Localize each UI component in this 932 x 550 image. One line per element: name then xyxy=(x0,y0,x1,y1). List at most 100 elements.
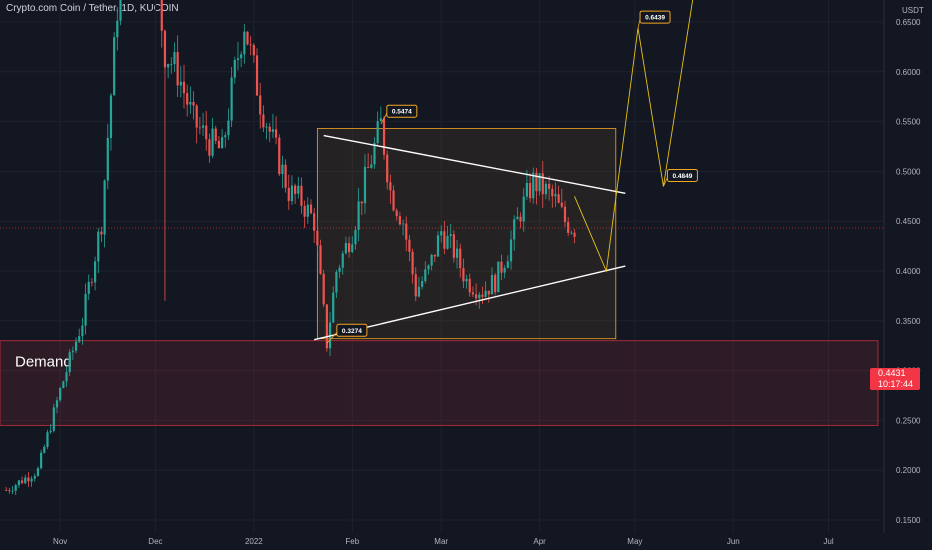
candle-body xyxy=(65,372,68,382)
annotation-leader xyxy=(380,112,388,125)
candle-body xyxy=(446,235,449,249)
candle-body xyxy=(357,201,360,230)
candle-body xyxy=(179,81,182,86)
candle-body xyxy=(284,164,287,188)
x-axis: Nov Dec 2022 Feb Mar Apr May Jun Jul xyxy=(53,537,834,546)
candle-body xyxy=(221,137,224,149)
candle-body xyxy=(405,223,408,240)
y-tick-label: 0.4000 xyxy=(896,267,921,276)
candle-body xyxy=(14,485,17,491)
candle-body xyxy=(106,137,109,181)
candle-body xyxy=(389,182,392,191)
candle-body xyxy=(376,121,379,143)
candle-body xyxy=(40,452,43,469)
candle-body xyxy=(287,187,290,202)
last-price-tag: 0.4431 10:17:44 xyxy=(870,368,920,390)
candle-body xyxy=(240,54,243,59)
candle-body xyxy=(525,183,528,197)
candle-body xyxy=(252,44,255,56)
candle-body xyxy=(475,294,478,299)
y-tick-label: 0.3500 xyxy=(896,317,921,326)
candle-body xyxy=(567,222,570,233)
candle-body xyxy=(268,126,271,132)
candle-body xyxy=(186,93,189,105)
candle-body xyxy=(84,293,87,326)
annotation-value: 0.6439 xyxy=(645,15,665,22)
x-tick-label: Mar xyxy=(434,537,448,546)
candle-body xyxy=(116,20,119,38)
candle-body xyxy=(506,261,509,268)
candle-body xyxy=(262,114,265,128)
candle-body xyxy=(544,183,548,195)
candle-body xyxy=(573,232,576,237)
candle-body xyxy=(94,261,97,283)
candle-body xyxy=(243,31,246,55)
candle-body xyxy=(271,129,274,132)
candle-body xyxy=(46,432,49,447)
candle-body xyxy=(421,281,424,287)
candle-body xyxy=(500,261,503,273)
candle-body xyxy=(363,166,367,204)
chart-title: Crypto.com Coin / Tether, 1D, KUCOIN xyxy=(6,3,179,14)
candle-body xyxy=(259,95,262,115)
candle-body xyxy=(62,381,65,388)
candle-body xyxy=(227,120,230,136)
candle-body xyxy=(313,213,316,231)
candle-body xyxy=(113,37,116,96)
candle-body xyxy=(332,292,335,323)
candle-body xyxy=(309,204,313,214)
candle-body xyxy=(17,480,20,486)
annotation-box xyxy=(336,323,368,337)
candle-body xyxy=(11,490,14,492)
demand-label: Demand xyxy=(15,354,72,371)
grid xyxy=(0,0,885,533)
candle-body xyxy=(33,475,36,479)
candle-body xyxy=(278,137,281,175)
candle-body xyxy=(103,180,106,235)
candle-body xyxy=(100,231,103,235)
candle-body xyxy=(224,135,227,138)
candle-body xyxy=(401,223,405,225)
annotation-box xyxy=(639,10,671,24)
candle-body xyxy=(560,202,563,207)
candle-body xyxy=(351,244,354,253)
x-tick-label: Jun xyxy=(727,537,740,546)
candle-body xyxy=(354,229,357,245)
candle-body xyxy=(325,304,328,349)
candle-body xyxy=(509,239,513,262)
annotation-leader xyxy=(326,332,338,344)
candle-body xyxy=(192,102,195,106)
candle-body xyxy=(322,273,325,305)
y-tick-label: 0.2000 xyxy=(896,466,921,475)
projection-line xyxy=(574,0,694,273)
candle-body xyxy=(538,173,541,192)
candle-body xyxy=(119,0,122,21)
candle-body xyxy=(236,58,240,60)
candle-body xyxy=(433,254,436,257)
candle-body xyxy=(182,81,186,94)
candle-body xyxy=(249,44,252,46)
candle-body xyxy=(551,188,554,197)
zones: SupplyDemand xyxy=(0,340,879,426)
candle-body xyxy=(36,468,40,476)
candle-body xyxy=(367,166,370,168)
candle-body xyxy=(417,286,421,297)
candle-body xyxy=(163,30,167,68)
projection-path xyxy=(574,0,694,273)
candle-body xyxy=(30,478,33,482)
candle-body xyxy=(522,196,525,222)
candle-body xyxy=(570,232,573,234)
demand-zone xyxy=(0,340,879,426)
candle-body xyxy=(513,219,516,240)
candle-body xyxy=(490,274,494,295)
annotation-box xyxy=(386,104,418,118)
candle-body xyxy=(414,274,417,297)
candle-body xyxy=(201,125,205,128)
candle-body xyxy=(90,281,94,283)
candle-body xyxy=(211,128,214,156)
candle-body xyxy=(335,271,338,293)
candle-body xyxy=(497,261,500,293)
x-tick-label: Nov xyxy=(53,537,67,546)
candle-body xyxy=(173,52,176,65)
